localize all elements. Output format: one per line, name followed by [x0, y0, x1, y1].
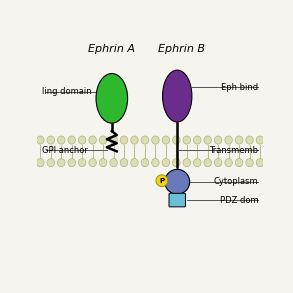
Text: PDZ dom: PDZ dom	[220, 196, 258, 205]
Ellipse shape	[57, 159, 65, 167]
Ellipse shape	[173, 136, 180, 144]
Ellipse shape	[89, 136, 96, 144]
Ellipse shape	[141, 159, 149, 167]
Text: ling domain: ling domain	[42, 87, 91, 96]
Ellipse shape	[47, 159, 54, 167]
Text: Ephrin B: Ephrin B	[158, 44, 205, 54]
Ellipse shape	[173, 159, 180, 167]
Ellipse shape	[110, 159, 117, 167]
Ellipse shape	[193, 159, 201, 167]
Ellipse shape	[204, 159, 212, 167]
Ellipse shape	[204, 136, 212, 144]
FancyBboxPatch shape	[169, 193, 185, 207]
Ellipse shape	[183, 159, 190, 167]
Ellipse shape	[68, 136, 76, 144]
Ellipse shape	[57, 136, 65, 144]
Text: GPI anchor: GPI anchor	[42, 146, 88, 155]
Ellipse shape	[162, 159, 170, 167]
Text: Ephrin A: Ephrin A	[88, 44, 135, 54]
Ellipse shape	[256, 136, 264, 144]
Ellipse shape	[193, 136, 201, 144]
Ellipse shape	[163, 70, 192, 122]
Ellipse shape	[99, 136, 107, 144]
Text: P: P	[159, 178, 164, 184]
Ellipse shape	[214, 159, 222, 167]
Ellipse shape	[131, 159, 138, 167]
Ellipse shape	[110, 136, 117, 144]
Ellipse shape	[120, 136, 128, 144]
Ellipse shape	[151, 159, 159, 167]
Ellipse shape	[37, 136, 44, 144]
Circle shape	[165, 169, 190, 194]
Ellipse shape	[183, 136, 190, 144]
Ellipse shape	[89, 159, 96, 167]
Text: Eph bind: Eph bind	[221, 83, 258, 91]
Ellipse shape	[225, 136, 232, 144]
Ellipse shape	[141, 136, 149, 144]
Ellipse shape	[120, 159, 128, 167]
Ellipse shape	[151, 136, 159, 144]
Ellipse shape	[162, 136, 170, 144]
Ellipse shape	[246, 159, 253, 167]
Ellipse shape	[214, 136, 222, 144]
Ellipse shape	[79, 136, 86, 144]
Text: Transmemb: Transmemb	[209, 146, 258, 155]
Ellipse shape	[235, 136, 243, 144]
Circle shape	[156, 175, 168, 187]
Ellipse shape	[96, 74, 127, 123]
Ellipse shape	[225, 159, 232, 167]
Ellipse shape	[68, 159, 76, 167]
Ellipse shape	[246, 136, 253, 144]
Ellipse shape	[256, 159, 264, 167]
Ellipse shape	[131, 136, 138, 144]
Ellipse shape	[37, 159, 44, 167]
Ellipse shape	[235, 159, 243, 167]
Text: Cytoplasm: Cytoplasm	[214, 177, 258, 186]
Ellipse shape	[79, 159, 86, 167]
Ellipse shape	[47, 136, 54, 144]
Ellipse shape	[99, 159, 107, 167]
